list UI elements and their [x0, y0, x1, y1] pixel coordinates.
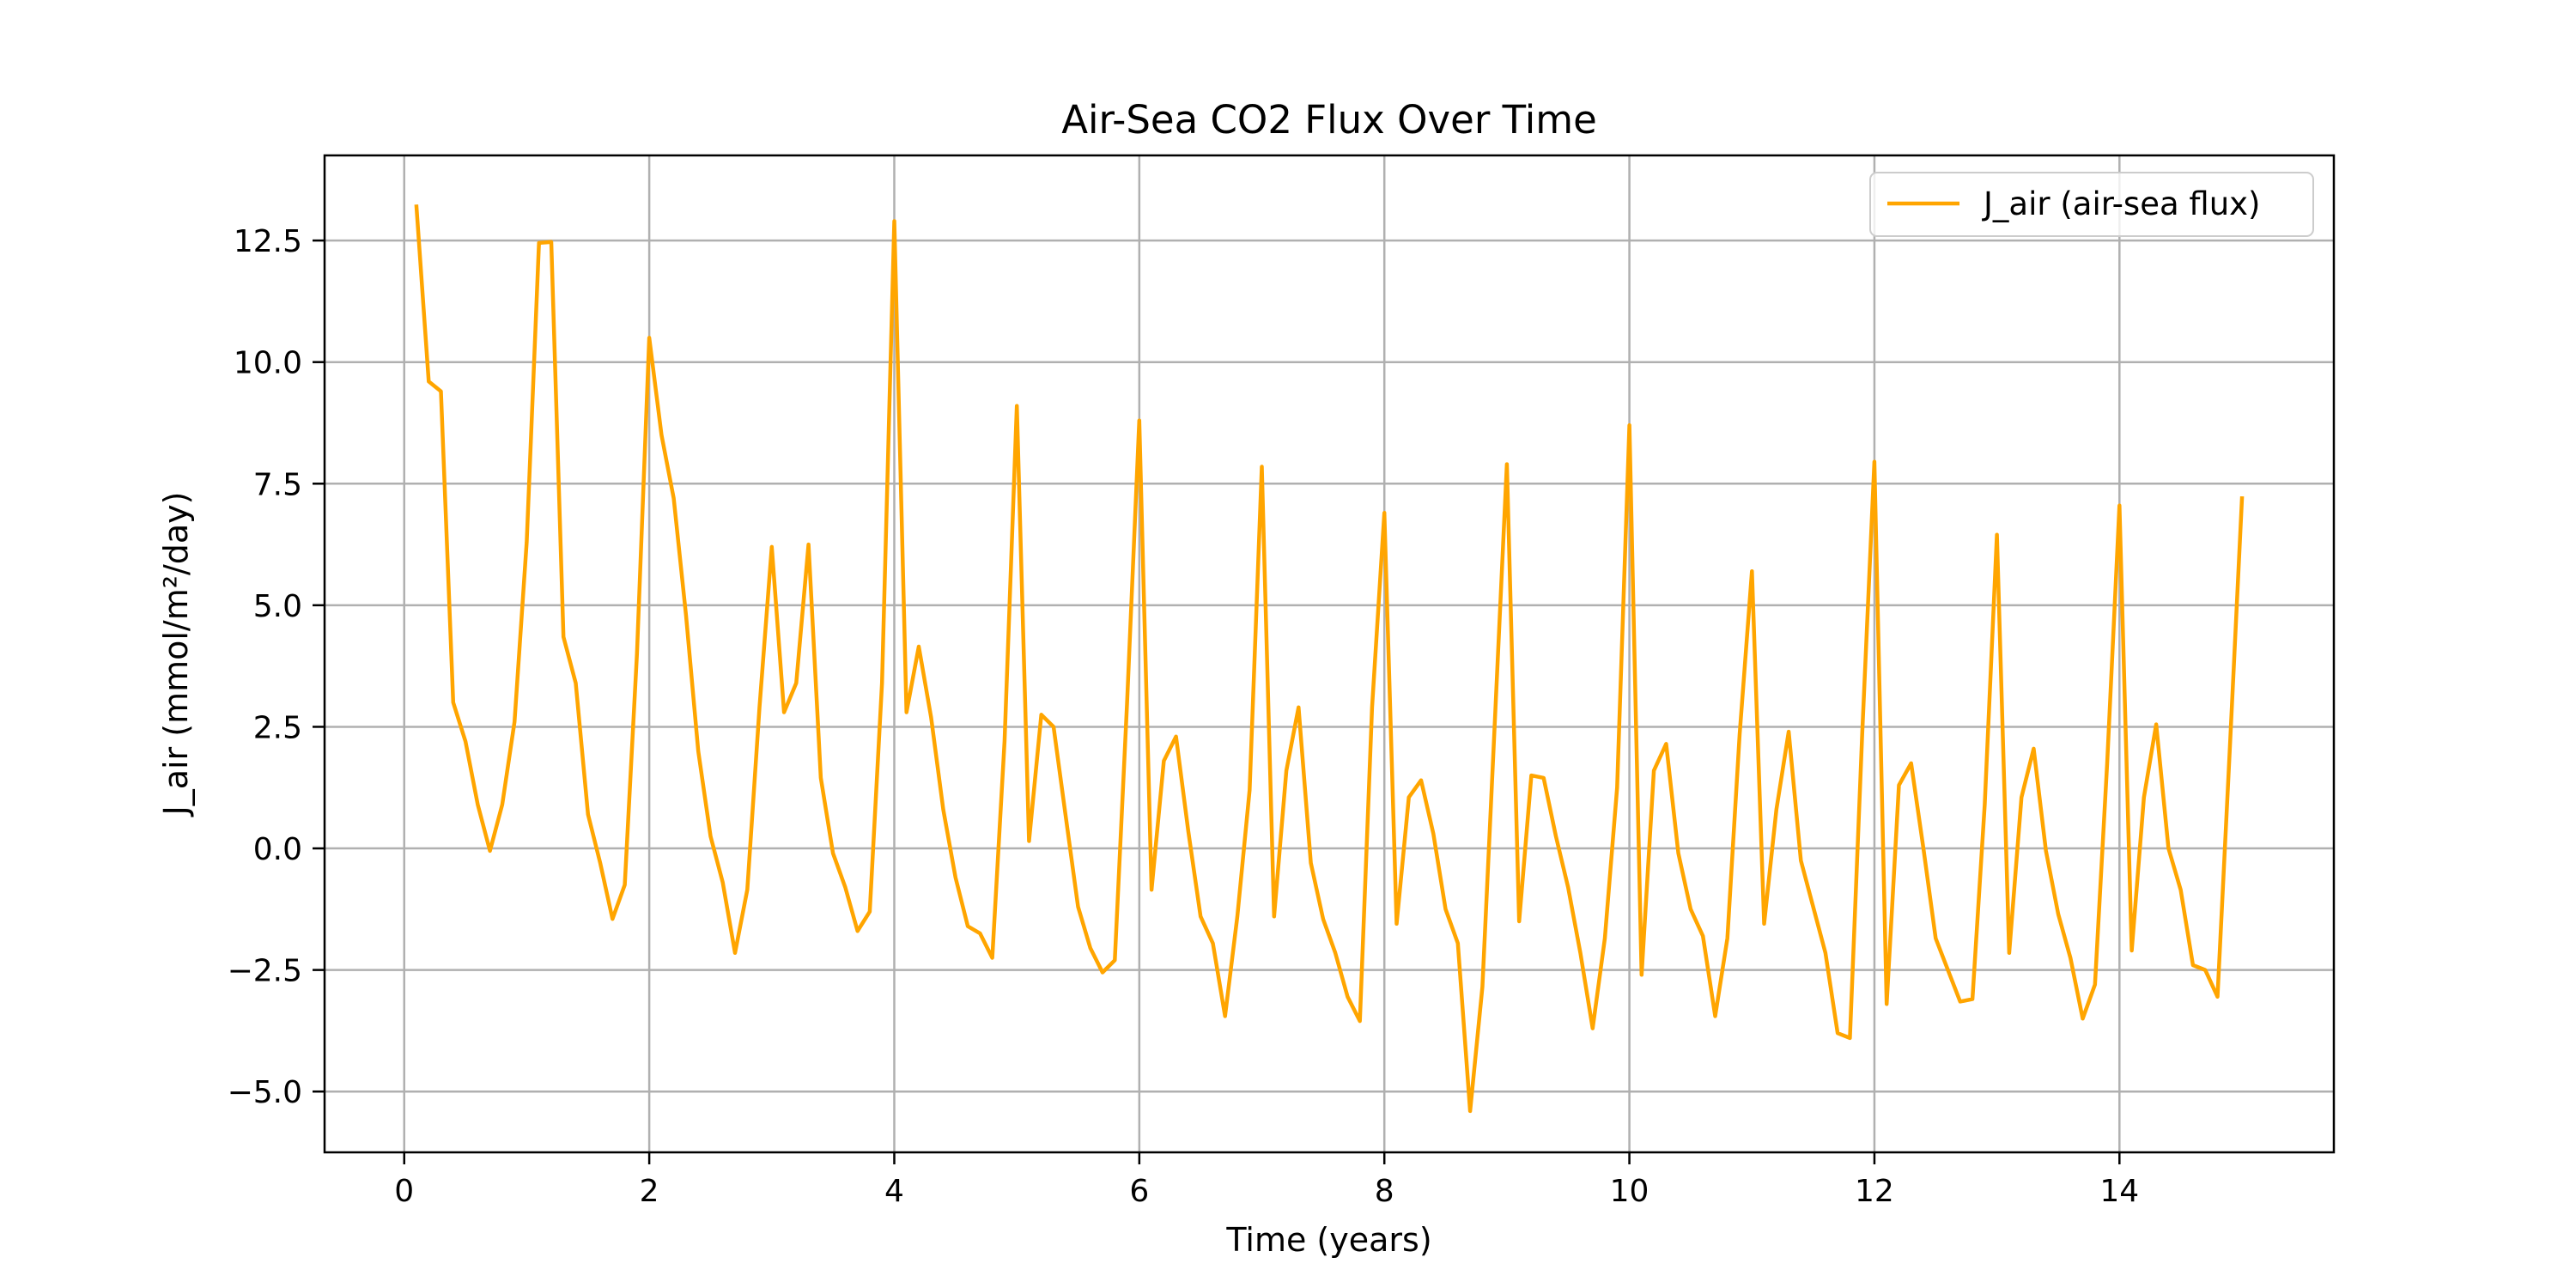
series-line [414, 204, 2245, 1114]
legend-box [1869, 172, 2314, 237]
x-tick-label: 10 [1610, 1174, 1649, 1209]
x-axis-ticks: 0 2 4 6 8 10 12 14 [394, 1152, 2139, 1209]
y-axis-ticks: −5.0 −2.5 0.0 2.5 5.0 7.5 10.0 12.5 [228, 224, 325, 1110]
series-lines [414, 204, 2245, 1114]
y-tick-label: 0.0 [253, 832, 302, 867]
plot-frame [323, 154, 2336, 1154]
y-tick-label: −5.0 [228, 1075, 302, 1110]
x-tick-label: 8 [1375, 1174, 1394, 1209]
x-tick-label: 2 [640, 1174, 659, 1209]
x-tick-label: 4 [884, 1174, 904, 1209]
x-axis-label: Time (years) [1225, 1221, 1431, 1259]
y-tick-label: −2.5 [228, 954, 302, 989]
y-tick-label: 2.5 [253, 710, 302, 745]
x-tick-label: 14 [2099, 1174, 2139, 1209]
gridlines [325, 155, 2334, 1152]
x-tick-label: 0 [394, 1174, 414, 1209]
y-tick-label: 5.0 [253, 589, 302, 624]
chart-title: Air-Sea CO2 Flux Over Time [1061, 97, 1597, 143]
x-tick-label: 12 [1855, 1174, 1894, 1209]
legend-label: J_air (air-sea flux) [1982, 185, 2261, 222]
y-tick-label: 10.0 [234, 346, 302, 381]
y-axis-label: J_air (mmol/m²/day) [157, 492, 195, 817]
y-tick-label: 7.5 [253, 467, 302, 502]
legend: J_air (air-sea flux) [1869, 172, 2314, 237]
y-tick-label: 12.5 [234, 224, 302, 259]
x-tick-label: 6 [1129, 1174, 1149, 1209]
